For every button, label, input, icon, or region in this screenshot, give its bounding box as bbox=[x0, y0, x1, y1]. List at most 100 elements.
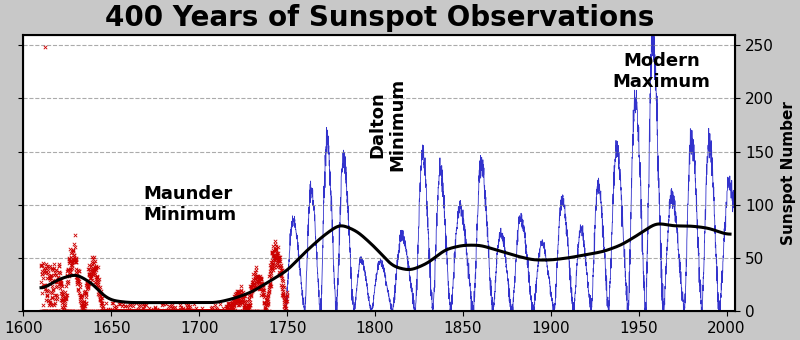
Point bbox=[276, 292, 289, 298]
Point bbox=[215, 308, 228, 314]
Point bbox=[207, 308, 220, 314]
Point bbox=[178, 308, 191, 314]
Point bbox=[83, 275, 96, 280]
Point bbox=[264, 270, 277, 275]
Point bbox=[207, 308, 220, 314]
Point bbox=[97, 304, 110, 309]
Point bbox=[273, 254, 286, 259]
Point bbox=[232, 299, 245, 304]
Point bbox=[194, 308, 207, 314]
Point bbox=[279, 296, 292, 302]
Point bbox=[152, 308, 165, 314]
Point bbox=[86, 308, 99, 314]
Point bbox=[60, 295, 73, 300]
Point bbox=[266, 261, 279, 267]
Point bbox=[127, 308, 140, 314]
Point bbox=[178, 308, 190, 314]
Point bbox=[219, 308, 232, 313]
Point bbox=[242, 302, 255, 308]
Point bbox=[260, 298, 273, 303]
Point bbox=[78, 300, 90, 305]
Point bbox=[78, 308, 90, 314]
Point bbox=[234, 294, 246, 299]
Point bbox=[134, 308, 147, 314]
Point bbox=[106, 308, 118, 314]
Point bbox=[230, 299, 243, 304]
Point bbox=[214, 308, 227, 314]
Point bbox=[178, 308, 191, 314]
Point bbox=[259, 308, 272, 314]
Point bbox=[126, 308, 138, 314]
Point bbox=[278, 297, 291, 303]
Point bbox=[226, 302, 239, 307]
Point bbox=[274, 283, 287, 288]
Point bbox=[161, 308, 174, 314]
Point bbox=[35, 279, 48, 284]
Point bbox=[112, 308, 125, 314]
Point bbox=[100, 308, 113, 314]
Point bbox=[281, 299, 294, 304]
Point bbox=[154, 308, 166, 314]
Point bbox=[198, 308, 210, 314]
Point bbox=[101, 308, 114, 314]
Point bbox=[106, 308, 119, 314]
Point bbox=[73, 308, 86, 314]
Point bbox=[128, 308, 141, 314]
Point bbox=[170, 308, 183, 314]
Point bbox=[69, 260, 82, 265]
Point bbox=[69, 257, 82, 262]
Point bbox=[113, 308, 126, 314]
Point bbox=[229, 301, 242, 306]
Point bbox=[178, 308, 190, 314]
Point bbox=[187, 308, 200, 314]
Point bbox=[238, 305, 250, 311]
Point bbox=[75, 308, 88, 314]
Point bbox=[99, 308, 112, 314]
Point bbox=[129, 308, 142, 314]
Point bbox=[142, 308, 154, 314]
Point bbox=[142, 308, 155, 314]
Point bbox=[204, 308, 217, 314]
Point bbox=[44, 299, 57, 304]
Point bbox=[83, 273, 96, 278]
Point bbox=[270, 251, 283, 257]
Point bbox=[170, 308, 182, 314]
Point bbox=[62, 279, 74, 284]
Point bbox=[183, 308, 196, 314]
Point bbox=[155, 308, 168, 314]
Point bbox=[121, 308, 134, 314]
Point bbox=[158, 308, 171, 314]
Point bbox=[55, 283, 68, 288]
Point bbox=[132, 306, 145, 312]
Point bbox=[54, 280, 67, 285]
Point bbox=[244, 299, 257, 304]
Point bbox=[134, 308, 147, 314]
Point bbox=[236, 289, 249, 294]
Point bbox=[61, 273, 74, 278]
Point bbox=[201, 308, 214, 314]
Point bbox=[116, 308, 129, 314]
Point bbox=[232, 298, 245, 303]
Point bbox=[93, 287, 106, 293]
Point bbox=[219, 308, 232, 314]
Point bbox=[42, 267, 54, 272]
Point bbox=[178, 308, 190, 314]
Point bbox=[235, 287, 248, 292]
Point bbox=[62, 267, 74, 272]
Point bbox=[151, 308, 164, 314]
Point bbox=[188, 308, 201, 314]
Point bbox=[39, 298, 52, 303]
Point bbox=[249, 273, 262, 278]
Point bbox=[168, 308, 181, 314]
Point bbox=[206, 308, 219, 314]
Point bbox=[238, 302, 251, 308]
Point bbox=[194, 308, 206, 314]
Point bbox=[195, 308, 208, 314]
Point bbox=[242, 304, 255, 309]
Point bbox=[209, 302, 222, 307]
Point bbox=[146, 308, 158, 314]
Point bbox=[206, 308, 218, 314]
Point bbox=[53, 276, 66, 282]
Point bbox=[94, 297, 106, 302]
Point bbox=[156, 308, 169, 314]
